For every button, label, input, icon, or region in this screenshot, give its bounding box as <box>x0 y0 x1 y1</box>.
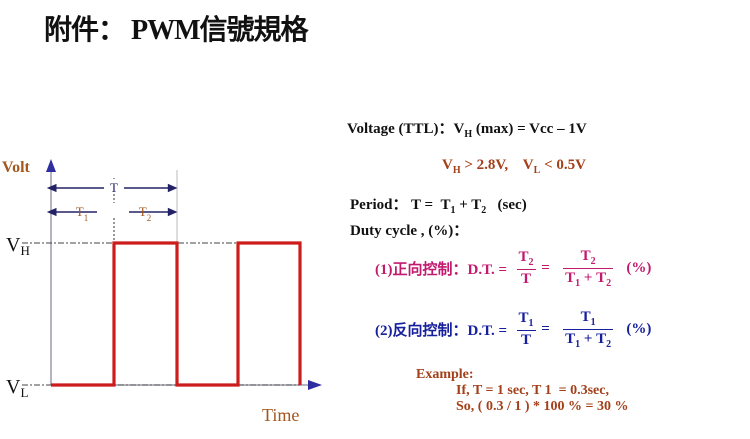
svg-text:VL: VL <box>6 376 28 400</box>
svg-text:T1: T1 <box>76 204 88 223</box>
svg-text:Time: Time <box>262 405 299 425</box>
svg-text:Volt: Volt <box>2 159 31 176</box>
svg-text:T: T <box>110 180 118 195</box>
svg-text:T2: T2 <box>139 204 151 223</box>
svg-text:VH: VH <box>6 234 30 258</box>
